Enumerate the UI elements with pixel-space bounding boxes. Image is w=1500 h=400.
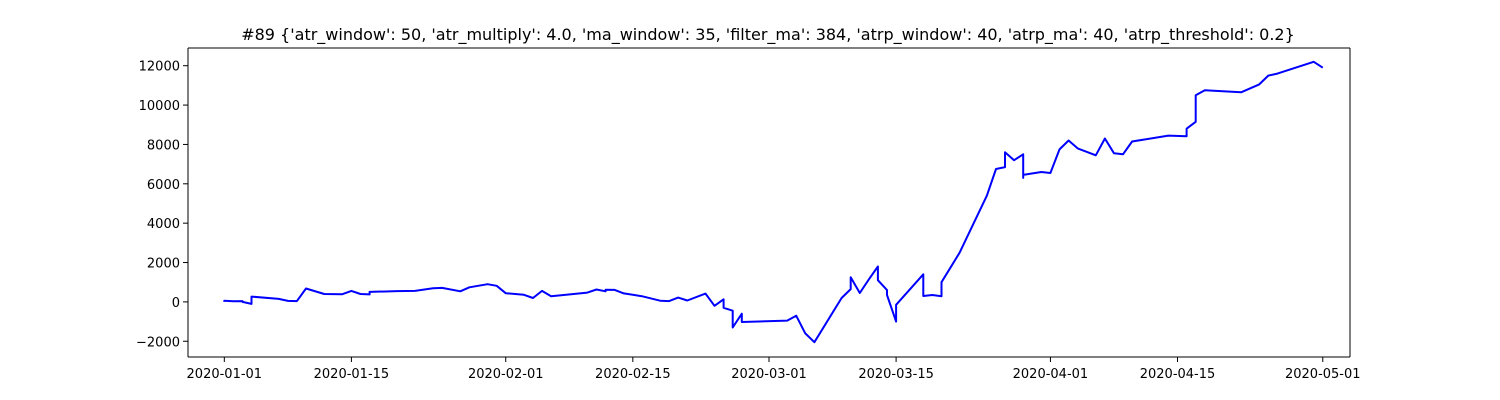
x-axis-ticks: 2020-01-01 2020-01-15 2020-02-01 2020-02-15… [187, 357, 1361, 382]
x-tick-label: 2020-04-01 [1013, 367, 1089, 382]
x-tick-label: 2020-02-15 [595, 367, 671, 382]
x-tick-label: 2020-04-15 [1140, 367, 1216, 382]
y-tick-label: −2000 [136, 335, 180, 350]
y-tick-label: 12000 [139, 60, 180, 75]
y-tick-label: 8000 [147, 138, 180, 153]
plot-frame [187, 47, 1351, 358]
x-tick-label: 2020-01-01 [187, 367, 263, 382]
x-tick-label: 2020-02-01 [468, 367, 544, 382]
x-tick-label: 2020-03-01 [731, 367, 807, 382]
y-tick-label: 0 [172, 296, 180, 311]
y-tick-label: 4000 [147, 217, 180, 232]
chart-title: #89 {'atr_window': 50, 'atr_multiply': 4… [241, 25, 1295, 45]
y-tick-label: 6000 [147, 178, 180, 193]
x-tick-label: 2020-01-15 [314, 367, 390, 382]
series-line [223, 60, 1324, 344]
y-axis-ticks: −2000 0 2000 4000 6000 8000 10000 12000 [136, 60, 188, 350]
x-tick-label: 2020-05-01 [1285, 367, 1361, 382]
y-tick-label: 10000 [139, 99, 180, 114]
x-tick-label: 2020-03-15 [858, 367, 934, 382]
y-tick-label: 2000 [147, 257, 180, 272]
